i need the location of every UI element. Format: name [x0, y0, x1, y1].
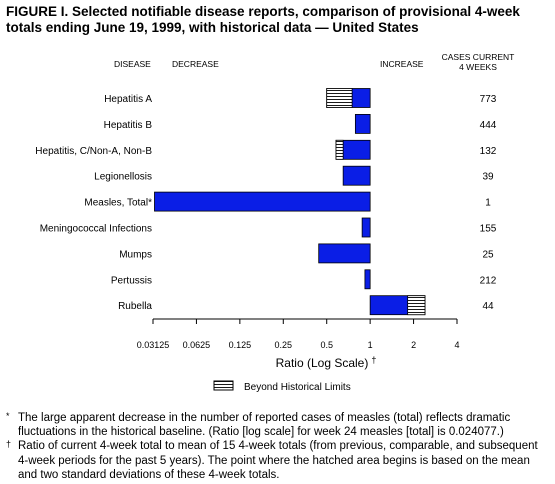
- x-tick-label: 4: [454, 340, 459, 350]
- chart-row: Hepatitis, C/Non-A, Non-B 132: [35, 139, 497, 160]
- chart-row: Rubella 44: [118, 295, 494, 316]
- cases-value: 44: [482, 301, 494, 312]
- ratio-bar-chart: DISEASE DECREASE INCREASE CASES CURRENT …: [35, 52, 515, 393]
- legend-swatch: [213, 380, 234, 391]
- cases-value: 132: [480, 146, 497, 157]
- legend-label: Beyond Historical Limits: [244, 382, 351, 393]
- chart-row: Mumps 25: [119, 243, 494, 264]
- x-tick-label: 0.03125: [137, 340, 170, 350]
- ratio-bar: [154, 191, 371, 212]
- cases-value: 155: [480, 224, 497, 235]
- disease-label: Legionellosis: [94, 172, 152, 183]
- footnote-ratio: † Ratio of current 4-week total to mean …: [6, 439, 551, 482]
- cases-value: 25: [482, 249, 494, 260]
- footnotes: * The large apparent decrease in the num…: [6, 411, 551, 482]
- footnote-text: Ratio of current 4-week total to mean of…: [18, 440, 538, 481]
- x-tick-label: 0.0625: [183, 340, 211, 350]
- ratio-bar: [342, 165, 371, 186]
- chart-rows: Hepatitis A 773 Hepatitis B 444 Hepatitis, C…: [35, 88, 497, 316]
- header-increase: INCREASE: [380, 59, 424, 69]
- beyond-historical-limits-segment: [326, 88, 353, 108]
- footnote-measles: * The large apparent decrease in the num…: [6, 411, 551, 439]
- ratio-bar: [361, 217, 371, 238]
- chart-row: Pertussis 212: [111, 269, 497, 290]
- cases-value: 212: [480, 275, 497, 286]
- header-cases-line1: CASES CURRENT: [442, 52, 515, 62]
- footnote-mark: †: [6, 439, 12, 450]
- x-axis-ticks: 0.03125 0.0625 0.125 0.25 0.5 1 2 4: [137, 319, 460, 350]
- chart-row: Hepatitis A 773: [104, 88, 497, 108]
- footnote-mark: *: [6, 411, 10, 421]
- header-cases-line2: 4 WEEKS: [459, 62, 497, 72]
- x-tick-label: 0.125: [229, 340, 252, 350]
- disease-label: Meningococcal Infections: [40, 224, 152, 235]
- cases-value: 39: [482, 172, 494, 183]
- chart-row: Hepatitis B 444: [104, 114, 497, 134]
- disease-label: Measles, Total*: [84, 198, 152, 209]
- cases-value: 444: [480, 120, 497, 131]
- ratio-bar: [318, 243, 371, 264]
- disease-label: Hepatitis A: [104, 94, 152, 105]
- chart-row: Measles, Total* 1: [84, 191, 491, 212]
- figure-title: FIGURE I. Selected notifiable disease re…: [6, 4, 520, 35]
- x-axis-label: Ratio (Log Scale) †: [276, 355, 377, 370]
- disease-label: Hepatitis B: [104, 120, 153, 131]
- disease-label: Pertussis: [111, 275, 152, 286]
- chart-row: Legionellosis 39: [94, 165, 494, 186]
- beyond-historical-limits-segment: [407, 295, 426, 316]
- chart-row: Meningococcal Infections 155: [40, 217, 497, 238]
- cases-value: 773: [480, 94, 497, 105]
- disease-label: Hepatitis, C/Non-A, Non-B: [35, 146, 152, 157]
- x-tick-label: 0.5: [320, 340, 333, 350]
- beyond-historical-limits-segment: [335, 139, 344, 160]
- footnote-text: The large apparent decrease in the numbe…: [18, 412, 511, 439]
- x-tick-label: 0.25: [275, 340, 293, 350]
- disease-label: Mumps: [119, 249, 152, 260]
- x-tick-label: 1: [368, 340, 373, 350]
- header-decrease: DECREASE: [172, 59, 219, 69]
- ratio-bar: [354, 114, 371, 134]
- x-tick-label: 2: [411, 340, 416, 350]
- header-disease: DISEASE: [114, 59, 151, 69]
- disease-label: Rubella: [118, 301, 152, 312]
- ratio-bar: [364, 269, 371, 290]
- cases-value: 1: [485, 198, 491, 209]
